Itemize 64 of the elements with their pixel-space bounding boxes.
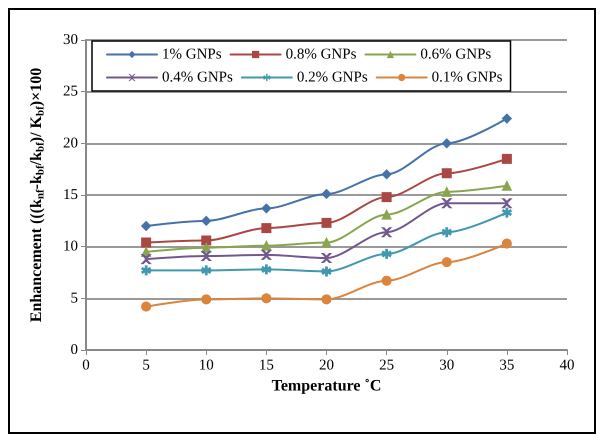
point (382, 210, 392, 220)
point (141, 302, 152, 312)
point (141, 238, 152, 248)
y-tick-label: 0 (70, 342, 78, 358)
point (261, 240, 272, 251)
point (442, 138, 452, 148)
y-tick-label: 25 (63, 84, 78, 100)
point (141, 254, 152, 264)
point (382, 227, 392, 238)
point (261, 250, 272, 260)
y-tick-label: 10 (63, 238, 78, 255)
point (502, 238, 512, 249)
point (322, 294, 332, 304)
point (502, 208, 512, 218)
point (261, 264, 272, 274)
point (502, 198, 512, 208)
x-tick-label: 35 (499, 358, 514, 374)
point (382, 248, 392, 259)
point (201, 265, 212, 276)
point (442, 257, 452, 268)
x-tick-label: 0 (82, 358, 90, 374)
point (502, 180, 512, 191)
x-tick-label: 20 (319, 358, 334, 374)
point (442, 168, 452, 178)
point (201, 216, 212, 226)
point (322, 253, 332, 264)
point (322, 266, 332, 276)
x-tick-label: 25 (379, 358, 394, 374)
point (382, 192, 392, 202)
legend-label: 0.2% GNPs (296, 70, 368, 86)
point (382, 276, 392, 286)
point (322, 218, 332, 228)
point (322, 238, 332, 248)
point (141, 221, 152, 231)
point (201, 235, 212, 246)
point (442, 227, 452, 238)
legend-label: 0.8% GNPs (286, 46, 357, 62)
point (502, 154, 512, 164)
point (502, 114, 512, 124)
point (261, 293, 272, 304)
point (201, 294, 212, 304)
y-tick-label: 15 (63, 187, 78, 203)
point (261, 223, 272, 234)
legend-label: 0.4% GNPs (162, 70, 233, 86)
x-tick-label: 40 (560, 358, 574, 374)
text: Enhancement (((knf-kbf/kbf)/ Kbf)×100 (28, 68, 46, 322)
point (201, 250, 212, 261)
point (442, 198, 452, 208)
y-tick-label: 5 (70, 290, 78, 306)
point (442, 186, 452, 197)
point (322, 188, 332, 199)
x-axis-title: Temperature ˚C (272, 377, 382, 394)
x-tick-label: 15 (258, 358, 274, 374)
legend-label: 0.6% GNPs (420, 46, 492, 62)
y-tick-label: 30 (63, 32, 78, 48)
legend-label: 0.1% GNPs (432, 70, 503, 86)
y-tick-label: 20 (63, 135, 78, 152)
point (382, 169, 392, 180)
legend-label: 1% GNPs (162, 46, 222, 62)
x-tick-label: 10 (198, 358, 214, 374)
point (261, 203, 272, 214)
point (141, 265, 152, 276)
x-tick-label: 5 (142, 358, 150, 374)
x-tick-label: 30 (439, 358, 454, 374)
